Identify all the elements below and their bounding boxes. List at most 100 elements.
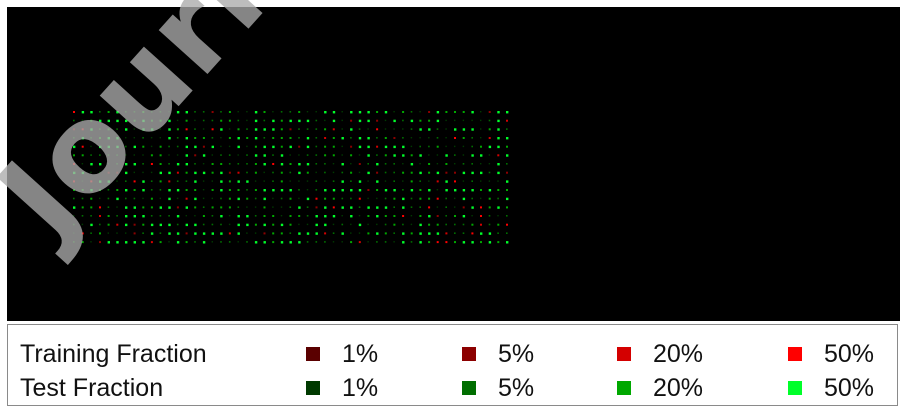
grid-dot (324, 215, 327, 218)
grid-dot (488, 206, 491, 209)
grid-dot (90, 119, 93, 122)
grid-dot (445, 232, 448, 235)
grid-dot (488, 189, 492, 192)
grid-dot (116, 119, 119, 123)
grid-dot (202, 128, 205, 130)
grid-dot (280, 197, 283, 200)
grid-dot (488, 119, 491, 122)
grid-dot (436, 215, 439, 217)
grid-dot (324, 206, 327, 209)
grid-dot (73, 223, 75, 226)
grid-dot (306, 171, 309, 174)
grid-dot (350, 197, 352, 200)
grid-dot (254, 119, 258, 123)
grid-dot (194, 111, 196, 113)
grid-dot (341, 241, 343, 243)
grid-dot (462, 206, 465, 209)
grid-dot (384, 215, 387, 217)
grid-dot (220, 145, 222, 148)
grid-dot (428, 241, 431, 244)
grid-dot (220, 197, 222, 200)
grid-dot (90, 189, 93, 192)
grid-dot (81, 145, 84, 148)
grid-dot (142, 137, 144, 139)
grid-dot (107, 189, 110, 191)
grid-dot (254, 197, 257, 200)
grid-dot (237, 180, 240, 183)
grid-dot (272, 180, 274, 182)
grid-dot (393, 171, 395, 174)
grid-dot (428, 128, 431, 131)
grid-dot (445, 206, 447, 208)
grid-dot (159, 145, 162, 148)
grid-dot (142, 232, 144, 234)
grid-dot (211, 128, 214, 131)
grid-dot (202, 154, 206, 157)
legend-test-5pct-label: 5% (498, 374, 535, 402)
grid-dot (246, 145, 248, 148)
grid-dot (462, 223, 465, 226)
grid-dot (168, 137, 171, 140)
grid-dot (116, 232, 118, 234)
grid-dot (125, 180, 127, 182)
grid-dot (436, 119, 440, 123)
grid-dot (454, 163, 456, 165)
grid-dot (384, 171, 387, 174)
grid-dot (159, 163, 162, 165)
grid-dot (237, 171, 240, 174)
grid-dot (315, 163, 318, 165)
grid-dot (480, 215, 482, 217)
grid-dot (488, 241, 492, 244)
grid-dot (289, 163, 292, 165)
grid-dot (419, 241, 422, 244)
grid-dot (211, 111, 214, 113)
grid-dot (107, 137, 110, 140)
grid-dot (384, 223, 387, 226)
grid-dot (367, 163, 369, 165)
grid-dot (107, 128, 110, 131)
grid-dot (358, 154, 361, 156)
grid-dot (462, 145, 465, 148)
grid-dot (298, 111, 301, 113)
grid-dot (81, 128, 84, 131)
grid-dot (428, 232, 431, 235)
grid-dot (220, 241, 222, 243)
grid-dot (445, 137, 447, 139)
grid-dot (159, 180, 162, 183)
grid-dot (185, 206, 188, 209)
grid-dot (367, 197, 369, 200)
grid-dot (150, 163, 153, 165)
grid-dot (497, 206, 500, 209)
grid-dot (125, 232, 127, 234)
grid-dot (185, 163, 188, 166)
grid-dot (99, 137, 101, 139)
grid-dot (237, 189, 240, 191)
grid-dot (116, 180, 118, 182)
grid-dot (176, 197, 179, 200)
grid-dot (410, 145, 413, 148)
grid-dot (263, 128, 266, 131)
grid-dot (402, 145, 405, 149)
grid-dot (367, 137, 370, 140)
grid-dot (376, 197, 378, 200)
grid-dot (462, 137, 465, 139)
grid-dot (298, 206, 301, 209)
grid-dot (280, 189, 284, 192)
grid-dot (228, 189, 231, 191)
grid-dot (99, 163, 102, 166)
grid-dot (488, 137, 491, 139)
grid-dot (471, 163, 473, 165)
grid-dot (150, 189, 153, 191)
grid-dot (168, 232, 171, 235)
grid-dot (254, 128, 258, 131)
grid-dot (506, 128, 508, 130)
grid-dot (81, 197, 84, 200)
grid-dot (185, 145, 188, 149)
grid-dot (228, 128, 231, 130)
grid-dot (497, 197, 499, 200)
legend-training-5pct-label: 5% (498, 340, 535, 368)
grid-dot (393, 111, 395, 113)
grid-dot (220, 128, 223, 131)
grid-dot (332, 223, 335, 226)
grid-dot (298, 119, 301, 123)
